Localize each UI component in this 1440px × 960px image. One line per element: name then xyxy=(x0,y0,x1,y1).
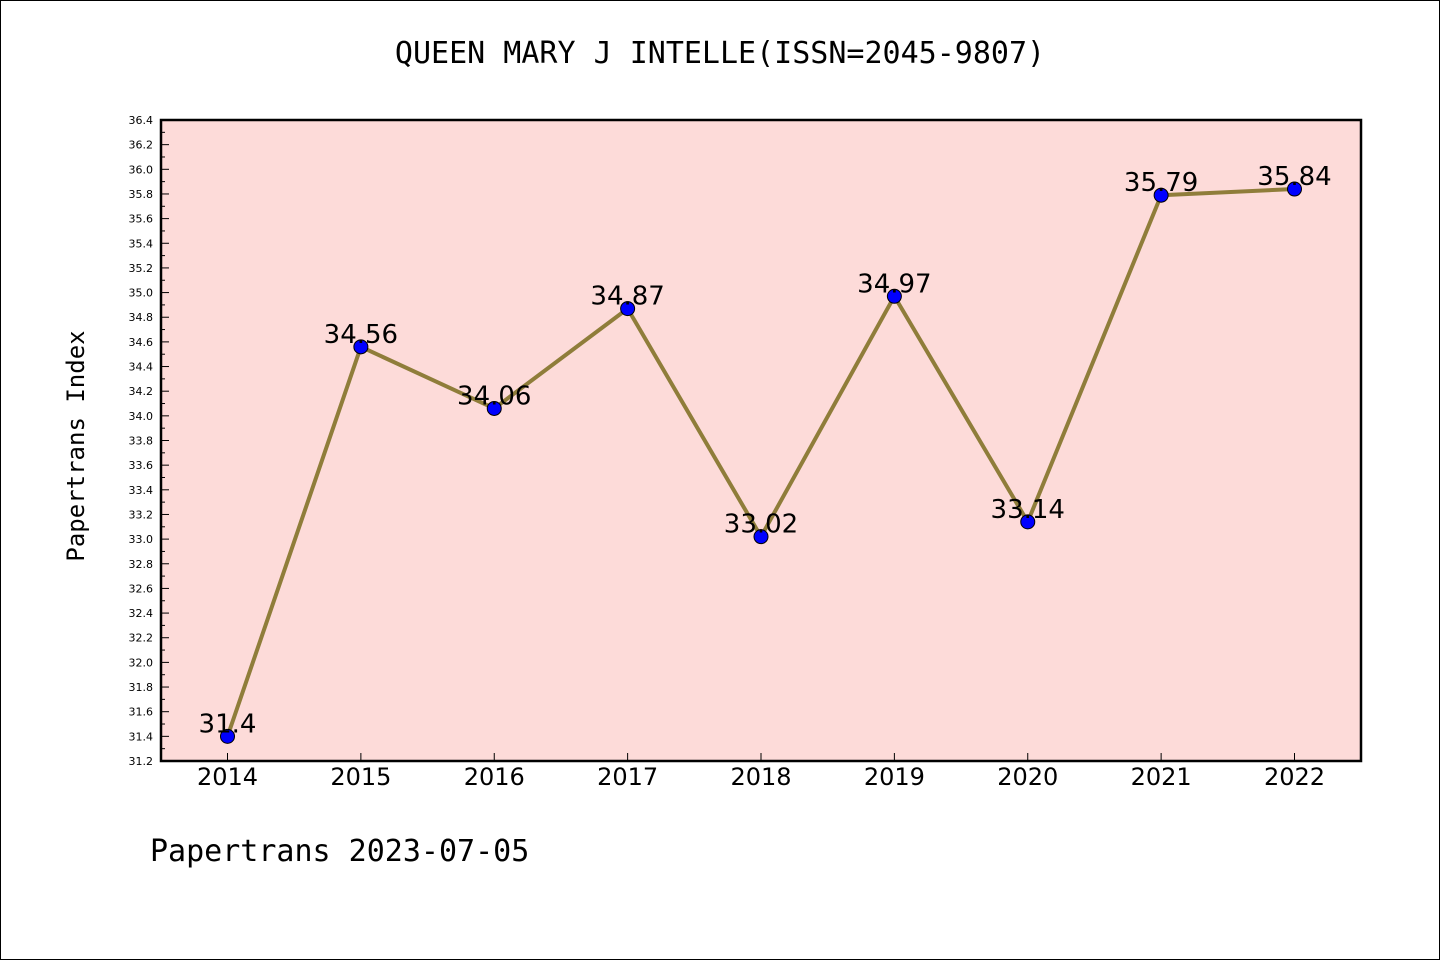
y-tick-label: 34.2 xyxy=(129,385,154,398)
x-tick-label: 2015 xyxy=(330,763,391,791)
y-tick-label: 31.8 xyxy=(129,681,154,694)
y-tick-label: 31.6 xyxy=(129,706,154,719)
data-label: 34.97 xyxy=(857,269,931,299)
y-tick-label: 32.0 xyxy=(129,656,154,669)
x-tick-label: 2016 xyxy=(464,763,525,791)
data-label: 34.87 xyxy=(590,282,664,312)
x-tick-label: 2022 xyxy=(1264,763,1325,791)
data-point xyxy=(1153,187,1169,203)
x-tick-label: 2020 xyxy=(997,763,1058,791)
data-markers xyxy=(220,181,1302,744)
data-point xyxy=(486,400,502,416)
x-tick-label: 2021 xyxy=(1131,763,1192,791)
y-tick-label: 32.8 xyxy=(129,558,154,571)
data-label: 33.14 xyxy=(991,495,1065,525)
plot-area xyxy=(159,118,1363,763)
footer-text: Papertrans 2023-07-05 xyxy=(150,834,530,869)
y-tick-label: 33.2 xyxy=(129,508,154,521)
data-point xyxy=(620,301,636,317)
y-axis-label: Papertrans Index xyxy=(62,330,90,561)
x-tick-label: 2014 xyxy=(197,763,258,791)
x-tick-label: 2019 xyxy=(864,763,925,791)
data-point xyxy=(220,728,235,744)
y-tick-label: 32.4 xyxy=(129,607,154,620)
y-tick-label: 32.6 xyxy=(129,582,154,595)
data-point xyxy=(1020,514,1036,530)
y-tick-label: 35.8 xyxy=(129,188,154,201)
y-tick-label: 31.2 xyxy=(129,755,154,768)
x-axis: 2014 2015 2016 2017 2018 2019 2020 2021 2022 xyxy=(197,753,1325,791)
y-tick-label: 35.6 xyxy=(129,213,154,226)
y-tick-label: 34.4 xyxy=(129,361,154,374)
y-tick-label: 34.8 xyxy=(129,311,154,324)
data-label: 34.56 xyxy=(324,320,398,350)
data-point xyxy=(353,339,369,355)
y-tick-label: 36.4 xyxy=(129,114,154,127)
data-label: 33.02 xyxy=(724,510,798,540)
y-axis: 31.2 31.4 31.6 31.8 32.0 32.2 32.4 32.6 32.8 33.0… xyxy=(129,114,169,768)
y-tick-label: 35.4 xyxy=(129,237,154,250)
y-tick-label: 35.0 xyxy=(129,287,154,300)
y-tick-label: 35.2 xyxy=(129,262,154,275)
data-point xyxy=(753,529,769,545)
y-tick-label: 31.4 xyxy=(129,730,154,743)
y-tick-label: 36.0 xyxy=(129,163,154,176)
x-tick-label: 2017 xyxy=(597,763,658,791)
y-tick-label: 33.6 xyxy=(129,459,154,472)
y-tick-label: 36.2 xyxy=(129,139,154,152)
y-tick-label: 32.2 xyxy=(129,632,154,645)
y-tick-label: 34.6 xyxy=(129,336,154,349)
x-tick-label: 2018 xyxy=(730,763,791,791)
y-tick-label: 33.4 xyxy=(129,484,154,497)
chart-title: QUEEN MARY J INTELLE(ISSN=2045-9807) xyxy=(394,36,1046,71)
y-tick-label: 33.8 xyxy=(129,435,154,448)
y-tick-label: 34.0 xyxy=(129,410,154,423)
data-label: 34.06 xyxy=(457,381,531,411)
data-point xyxy=(1287,181,1302,197)
data-label: 35.84 xyxy=(1257,162,1331,192)
data-labels: 31.4 34.56 34.06 34.87 33.02 34.97 33.14 35.79 3… xyxy=(199,162,1332,739)
y-tick-label: 33.0 xyxy=(129,533,154,546)
data-point xyxy=(886,288,902,304)
data-label: 35.79 xyxy=(1124,168,1198,198)
data-label: 31.4 xyxy=(199,709,257,739)
